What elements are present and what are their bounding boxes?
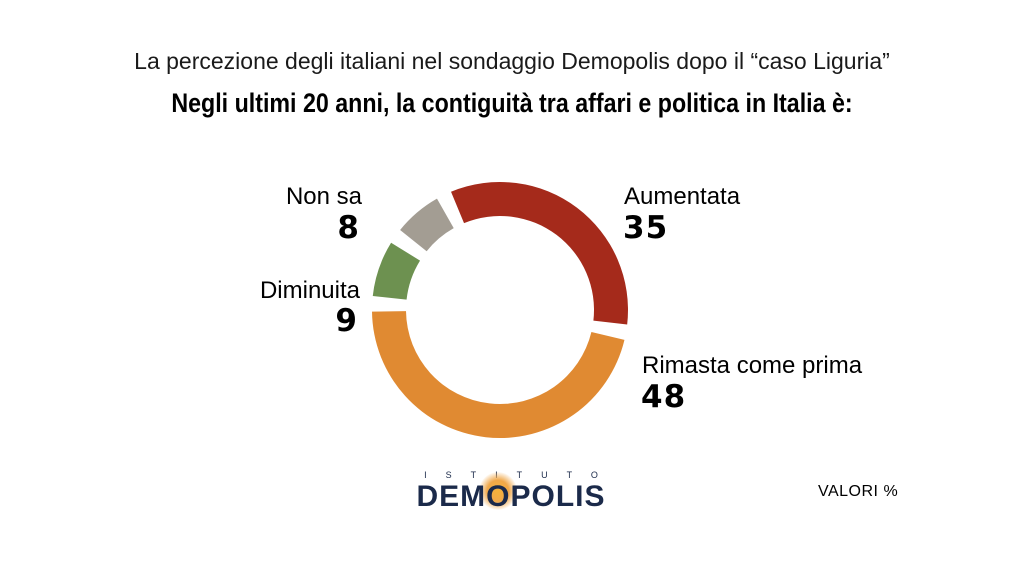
value-aumentata: 35 [623, 210, 669, 246]
label-diminuita: Diminuita [259, 277, 360, 304]
demopolis-logo: ISTITUTO DEMOPOLIS [395, 470, 627, 513]
logo-istituto-text: ISTITUTO [424, 470, 617, 480]
slice-non-sa [400, 198, 454, 252]
slice-diminuita [372, 242, 421, 300]
value-non-sa: 8 [337, 210, 360, 246]
logo-demopolis-text: DEMOPOLIS [416, 480, 606, 513]
unit-footnote: VALORI % [818, 483, 899, 500]
label-aumentata: Aumentata [624, 183, 741, 210]
chart-subtitle: La percezione degli italiani nel sondagg… [134, 48, 890, 74]
slice-rimasta-come-prima [372, 311, 625, 439]
label-rimasta-come-prima: Rimasta come prima [642, 352, 863, 379]
value-diminuita: 9 [335, 303, 358, 339]
value-rimasta-come-prima: 48 [641, 379, 687, 415]
label-non-sa: Non sa [285, 183, 362, 210]
logo-glow-mark [479, 472, 517, 510]
slice-aumentata [451, 182, 628, 325]
chart-title: Negli ultimi 20 anni, la contiguità tra … [171, 88, 853, 118]
